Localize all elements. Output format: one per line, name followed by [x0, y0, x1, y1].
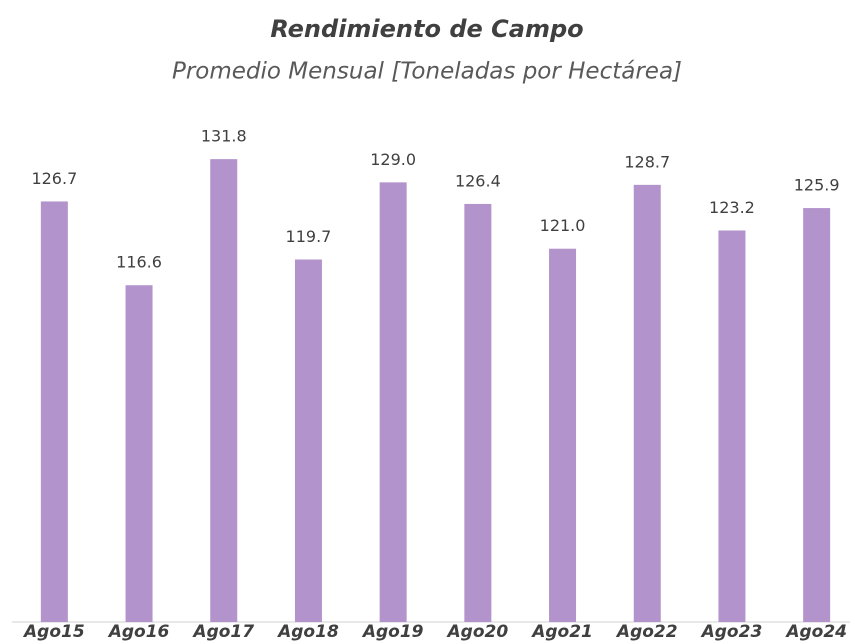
x-tick-label: Ago16	[107, 622, 170, 642]
data-label: 116.6	[116, 253, 162, 272]
bar	[464, 203, 492, 623]
bar	[633, 184, 661, 622]
data-label: 128.7	[624, 152, 670, 171]
x-tick-label: Ago19	[361, 622, 424, 642]
x-tick-label: Ago18	[276, 622, 339, 642]
data-label: 129.0	[370, 150, 416, 169]
bar	[379, 182, 407, 622]
x-tick-label: Ago24	[784, 622, 847, 642]
data-label: 121.0	[540, 216, 586, 235]
bar	[210, 159, 238, 622]
bar	[803, 208, 831, 622]
data-label: 125.9	[794, 176, 840, 195]
x-tick-label: Ago22	[615, 622, 678, 642]
bar	[549, 248, 577, 622]
data-label: 119.7	[286, 227, 332, 246]
x-tick-label: Ago15	[22, 622, 85, 642]
bar	[718, 230, 746, 622]
chart-subtitle: Promedio Mensual [Toneladas por Hectárea…	[172, 59, 682, 85]
data-label: 126.7	[31, 169, 77, 188]
x-tick-label: Ago20	[446, 622, 509, 642]
chart-title: Rendimiento de Campo	[270, 15, 583, 43]
bar	[40, 201, 68, 623]
x-tick-label: Ago21	[530, 622, 593, 642]
data-label: 131.8	[201, 127, 247, 146]
data-label: 123.2	[709, 198, 755, 217]
x-tick-label: Ago17	[191, 622, 254, 642]
data-label: 126.4	[455, 171, 501, 190]
bar	[125, 285, 153, 622]
x-tick-label: Ago23	[700, 622, 763, 642]
bar	[294, 259, 322, 622]
